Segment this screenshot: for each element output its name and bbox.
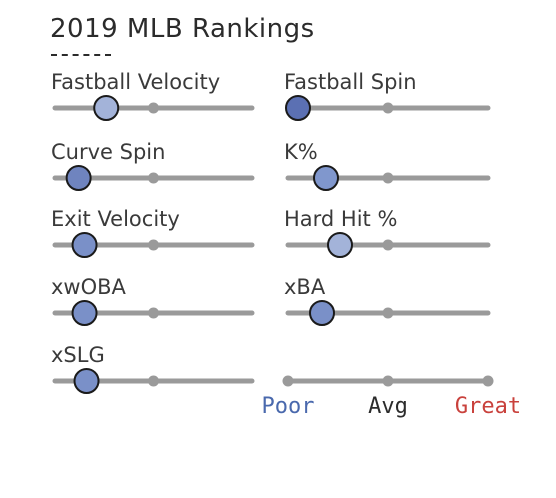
slider-exit-velocity-avg-tick [148, 239, 159, 251]
metric-label-hard-hit: Hard Hit % [284, 207, 398, 231]
slider-hard-hit-value-marker [327, 232, 353, 258]
slider-xslg-avg-tick [148, 375, 159, 387]
legend-label-great: Great [454, 394, 522, 419]
legend-label-poor: Poor [261, 394, 315, 419]
slider-fastball-velocity-avg-tick [148, 102, 159, 114]
slider-exit-velocity-value-marker [71, 232, 98, 258]
slider-xwoba-value-marker [71, 300, 98, 326]
metric-label-k: K% [284, 140, 318, 164]
legend-tick-1 [382, 375, 394, 387]
slider-fastball-spin-avg-tick [382, 102, 394, 114]
slider-xwoba-avg-tick [148, 307, 159, 319]
metric-label-fastball-spin: Fastball Spin [284, 70, 417, 94]
legend-label-avg: Avg [368, 394, 408, 419]
legend-tick-2 [482, 375, 494, 387]
metric-label-xslg: xSLG [51, 343, 105, 367]
slider-curve-spin-value-marker [65, 165, 92, 191]
metric-label-xba: xBA [284, 275, 326, 299]
chart-title: 2019 MLB Rankings [50, 14, 315, 44]
slider-fastball-spin-value-marker [285, 95, 311, 121]
slider-xba-value-marker [309, 300, 335, 326]
metric-label-fastball-velocity: Fastball Velocity [51, 70, 221, 94]
slider-xba-avg-tick [382, 307, 394, 319]
metric-label-xwoba: xwOBA [51, 275, 126, 299]
metric-label-curve-spin: Curve Spin [51, 140, 166, 164]
title-underline [51, 54, 111, 56]
slider-xslg-value-marker [73, 368, 100, 394]
slider-fastball-velocity-value-marker [93, 95, 120, 121]
slider-k-avg-tick [382, 172, 394, 184]
metric-label-exit-velocity: Exit Velocity [51, 207, 180, 231]
slider-curve-spin-avg-tick [148, 172, 159, 184]
slider-k-value-marker [313, 165, 339, 191]
legend-tick-0 [282, 375, 294, 387]
slider-hard-hit-avg-tick [382, 239, 394, 251]
